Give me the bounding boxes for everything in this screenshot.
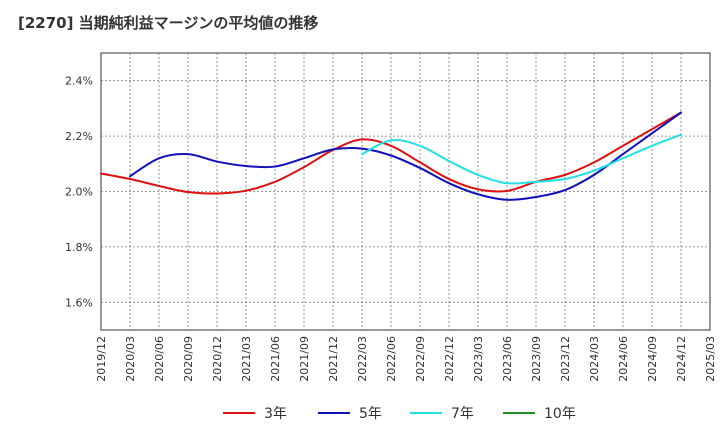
x-tick-label: 2019/12 [95, 336, 108, 382]
x-tick-label: 2022/09 [414, 336, 427, 382]
x-axis: 2019/12 2020/03 2020/06 2020/09 2020/12 2021/… [95, 336, 717, 382]
x-tick-label: 2022/06 [385, 336, 398, 382]
x-tick-label: 2024/12 [675, 336, 688, 382]
x-tick-label: 2023/09 [530, 336, 543, 382]
series-line-1 [100, 111, 682, 195]
y-tick-label: 2.4% [65, 75, 93, 88]
series-line-3 [361, 133, 682, 185]
x-tick-label: 2021/12 [327, 336, 340, 382]
x-tick-label: 2021/03 [240, 336, 253, 382]
x-tick-label: 2020/12 [211, 336, 224, 382]
legend: 3年 5年 7年 10年 [223, 406, 576, 422]
x-tick-label: 2025/03 [704, 336, 717, 382]
x-tick-label: 2020/06 [153, 336, 166, 382]
legend-label-1: 3年 [264, 406, 287, 422]
x-tick-label: 2022/12 [443, 336, 456, 382]
series-lines [100, 111, 682, 201]
x-tick-label: 2024/09 [646, 336, 659, 382]
grid [101, 53, 710, 330]
x-tick-label: 2024/06 [617, 336, 630, 382]
legend-label-3: 7年 [451, 406, 474, 422]
x-tick-label: 2023/12 [559, 336, 572, 382]
y-tick-label: 2.0% [65, 186, 93, 199]
y-tick-label: 1.6% [65, 296, 93, 309]
x-tick-label: 2021/09 [298, 336, 311, 382]
x-tick-label: 2022/03 [356, 336, 369, 382]
legend-label-2: 5年 [359, 406, 382, 422]
y-tick-label: 2.2% [65, 130, 93, 143]
legend-label-4: 10年 [544, 406, 576, 422]
series-line-2 [129, 111, 682, 201]
x-tick-label: 2023/03 [472, 336, 485, 382]
x-tick-label: 2020/09 [182, 336, 195, 382]
x-tick-label: 2024/03 [588, 336, 601, 382]
y-tick-label: 1.8% [65, 241, 93, 254]
x-tick-label: 2021/06 [269, 336, 282, 382]
x-tick-label: 2020/03 [124, 336, 137, 382]
y-axis: 1.6% 1.8% 2.0% 2.2% 2.4% [65, 75, 93, 310]
x-tick-label: 2023/06 [501, 336, 514, 382]
chart-title: [2270] 当期純利益マージンの平均値の推移 [18, 14, 319, 32]
